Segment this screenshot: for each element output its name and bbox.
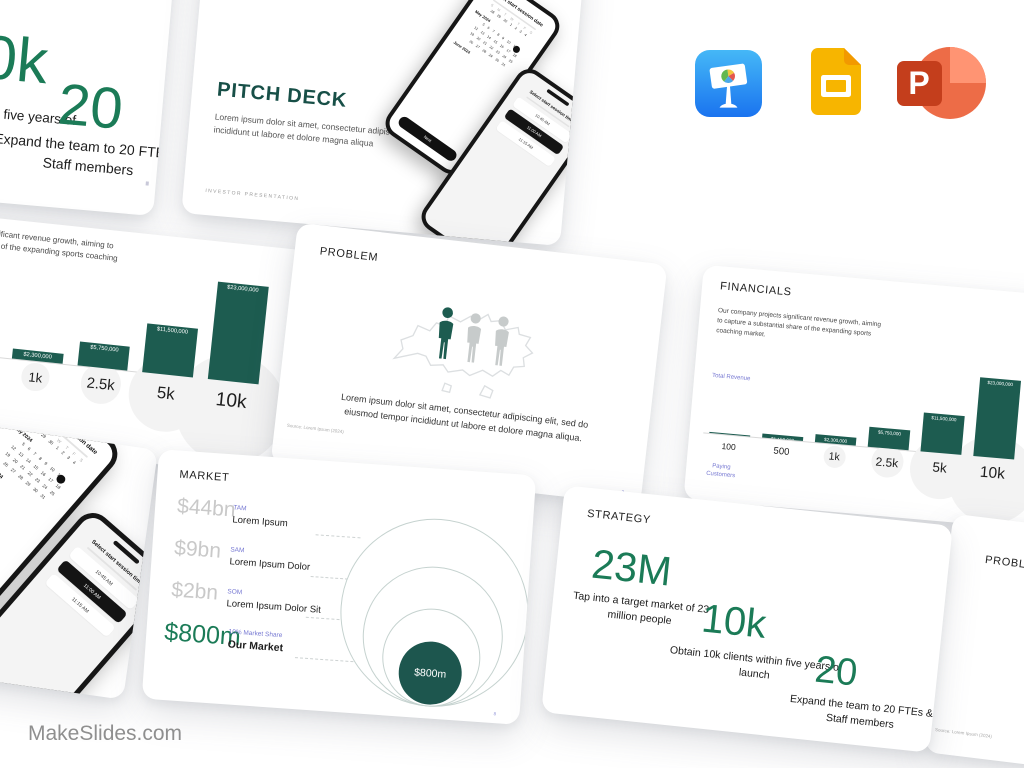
person-icon-gray [495, 316, 509, 366]
sam-value: $9bn [173, 536, 222, 563]
strategy-title: STRATEGY [586, 507, 652, 527]
person-icon-primary [438, 307, 454, 360]
region-map-outline [392, 313, 534, 399]
x-axis-tick: 10k [214, 388, 248, 413]
bar-column-2.5k: $5,750,000 2.5k [70, 267, 146, 406]
x-axis-tick: 1k [828, 450, 841, 464]
strategy-stat-market-caption: Tap into a target market of 23 million p… [572, 589, 710, 628]
som-label: Lorem Ipsum Dolor Sit [226, 598, 322, 616]
cover-footer: INVESTOR PRESENTATION [205, 187, 300, 203]
slide-cover-fragment: Select start session date S M T W T F S … [0, 408, 159, 700]
x-axis-label: Paying Customers [705, 463, 736, 480]
brand-wordmark[interactable]: MakeSlides.com [28, 722, 183, 745]
x-axis-tick: 2.5k [85, 375, 116, 394]
strategy-stat-clients: 10k [0, 19, 51, 98]
next-button[interactable]: Next [396, 114, 459, 164]
x-axis-tick: 10k [979, 463, 1006, 483]
page-number: 8 [493, 711, 497, 717]
strategy-stat-team: 20 [55, 71, 126, 142]
bar-value-label: $2,300,000 [23, 351, 52, 361]
page-number-mark [145, 181, 149, 186]
financials-bar-chart: 100$1,150,000500$2,300,0001k$5,750,0002.… [0, 246, 292, 469]
bar-value-label: $23,000,000 [226, 284, 259, 294]
bar-column-500: $1,150,000 500 [756, 358, 816, 458]
bar-value-label: $11,500,000 [931, 414, 957, 422]
slide-problem: PROBLEM Lorem ipsum dolor sit amet, cons… [270, 222, 668, 506]
revenue-bar: $23,000,000 [973, 377, 1022, 460]
bar-value-label: $23,000,000 [987, 379, 1014, 388]
people-icons [431, 305, 515, 369]
bar-value-label: $11,500,000 [156, 326, 189, 336]
powerpoint-icon[interactable]: P [897, 46, 988, 125]
bar-column-10k: $23,000,000 10k [170, 281, 291, 469]
revenue-bar: $11,500,000 [920, 411, 965, 455]
x-axis-tick: 5k [156, 382, 176, 404]
powerpoint-letter: P [908, 65, 929, 101]
strategy-stat-team-caption: Expand the team to 20 FTEs & Staff membe… [789, 692, 934, 732]
strategy-stat-clients: 10k [699, 596, 769, 647]
strategy-stat-market: 23M [589, 540, 674, 595]
problem-title: PROBLEM [319, 245, 379, 264]
bar-column-1k: $2,300,000 1k [809, 363, 869, 469]
bar-column-10k: $23,000,000 10k [944, 377, 1024, 528]
revenue-bar: $1,150,000 [762, 433, 804, 442]
slide-cover: PITCH DECK Lorem ipsum dolor sit amet, c… [181, 0, 585, 247]
tam-value: $44bn [176, 494, 237, 522]
x-axis-tick: 5k [931, 459, 948, 476]
x-axis-tick: 1k [27, 368, 43, 386]
bar-value-label: $1,150,000 [770, 436, 795, 442]
revenue-bar: $5,750,000 [77, 340, 131, 371]
slide-strategy: STRATEGY 23M Tap into a target market of… [541, 485, 953, 753]
market-size-circles: $800m [333, 510, 536, 714]
tam-label: Lorem Ipsum [232, 514, 289, 530]
slide-strategy-fragment: 10k Obtain 10k clients within five years… [0, 0, 186, 217]
bar-column-2.5k: $5,750,000 2.5k [862, 368, 922, 479]
som-value: $2bn [170, 578, 219, 605]
bar-column-1k: $2,300,000 1k [4, 260, 80, 393]
financials-body: Our company projects significant revenue… [715, 307, 882, 339]
som-tag: SOM [227, 588, 243, 597]
revenue-bar [709, 432, 751, 437]
revenue-bar: $23,000,000 [207, 281, 269, 385]
revenue-bar: $2,300,000 [11, 348, 64, 364]
bar-value-label: $5,750,000 [89, 344, 119, 354]
slide-market: MARKET $44bn TAM Lorem Ipsum $9bn SAM Lo… [141, 449, 537, 725]
problem-title: PROBLEM [984, 553, 1024, 573]
financials-title: FINANCIALS [719, 280, 793, 299]
cover-title: PITCH DECK [216, 78, 348, 112]
source-note: Source: Lorem Ipsum (2024) [934, 727, 993, 739]
revenue-bar: $11,500,000 [142, 323, 199, 378]
bar-column-100: 100 [703, 354, 763, 452]
person-icon-gray [467, 313, 482, 363]
bar-value-label: $2,300,000 [823, 437, 848, 445]
sam-tag: SAM [230, 546, 245, 555]
tam-tag: TAM [233, 504, 247, 513]
strategy-stat-team: 20 [812, 648, 860, 695]
x-axis-tick: 2.5k [874, 454, 899, 471]
x-axis-tick: 500 [773, 445, 790, 458]
source-note: Source: Lorem Ipsum (2024) [286, 422, 345, 435]
x-axis-tick: 100 [721, 441, 737, 453]
market-title: MARKET [179, 468, 230, 485]
bar-value-label: $5,750,000 [877, 429, 902, 437]
keynote-icon[interactable] [695, 50, 762, 122]
financials-bar-chart: 100 $1,150,000 500 $2,300,000 1k $5,750,000 2.… [703, 353, 1024, 528]
revenue-bar: $2,300,000 [814, 434, 857, 446]
revenue-bar: $5,750,000 [867, 427, 911, 451]
strategy-stat-team-caption: Expand the team to 20 FTEs & Staff membe… [0, 130, 186, 179]
sam-label: Lorem Ipsum Dolor [229, 556, 311, 573]
google-slides-icon[interactable] [811, 48, 861, 120]
bar-value-label [709, 434, 750, 436]
slide-financials: FINANCIALS Our company projects signific… [683, 264, 1024, 531]
